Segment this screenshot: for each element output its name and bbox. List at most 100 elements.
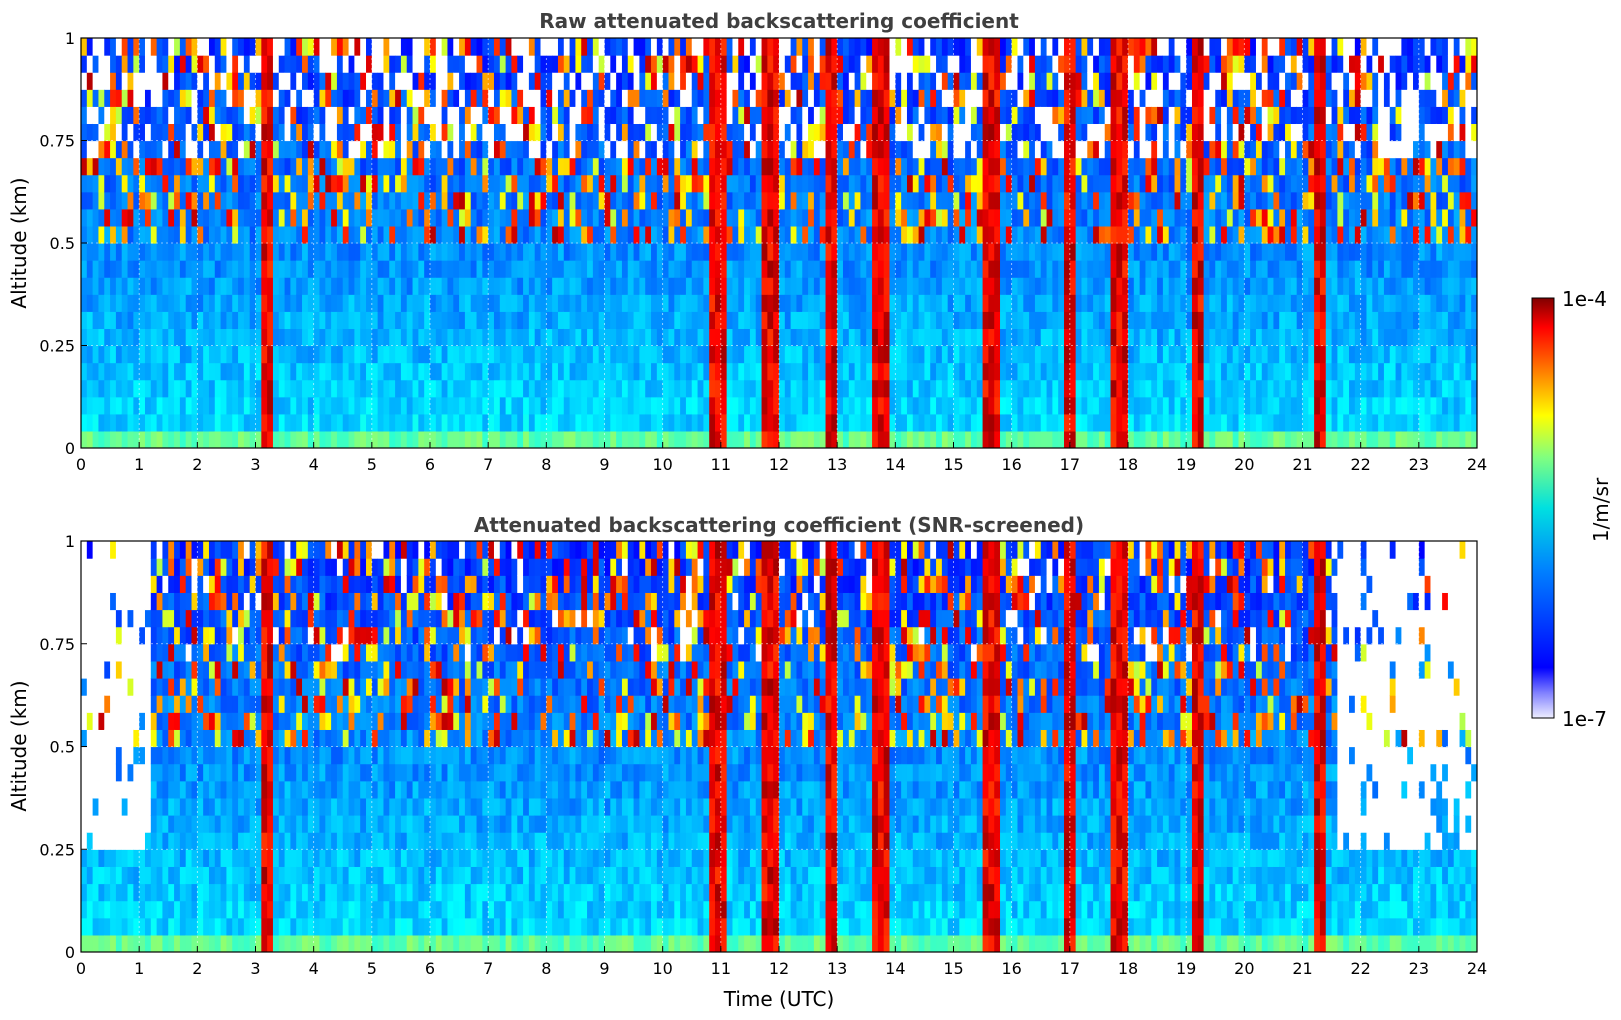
heatmap-cell [1180, 123, 1187, 142]
heatmap-cell [1145, 345, 1152, 364]
heatmap-cell [1058, 208, 1065, 227]
heatmap-cell [1139, 106, 1147, 125]
heatmap-cell [331, 225, 338, 244]
heatmap-cell [1029, 413, 1036, 432]
heatmap-cell [982, 379, 989, 398]
heatmap-cell [325, 225, 332, 244]
heatmap-cell [959, 208, 966, 227]
heatmap-cell [1023, 362, 1030, 381]
heatmap-cell [325, 328, 332, 347]
heatmap-cell [1058, 72, 1065, 90]
heatmap-cell [592, 277, 600, 295]
heatmap-cell [848, 106, 856, 125]
heatmap-cell [1279, 225, 1286, 244]
heatmap-cell [319, 362, 326, 381]
heatmap-cell [459, 225, 466, 244]
heatmap-cell [639, 430, 646, 448]
heatmap-cell [1098, 89, 1106, 107]
heatmap-cell [895, 55, 902, 73]
heatmap-cell [1046, 89, 1053, 107]
heatmap-cell [627, 379, 635, 398]
heatmap-cell [354, 174, 361, 193]
heatmap-cell [1098, 362, 1106, 381]
heatmap-cell [127, 38, 134, 56]
heatmap-cell [796, 38, 803, 56]
heatmap-cell [697, 277, 704, 295]
heatmap-cell [1093, 311, 1100, 330]
heatmap-cell [918, 191, 926, 210]
heatmap-cell [121, 243, 129, 261]
heatmap-cell [534, 362, 542, 381]
heatmap-cell [476, 38, 483, 56]
heatmap-cell [552, 106, 559, 125]
heatmap-cell [360, 208, 367, 227]
heatmap-cell [1273, 38, 1280, 56]
heatmap-cell [383, 277, 390, 295]
heatmap-cell [872, 191, 879, 210]
heatmap-cell [546, 396, 553, 415]
heatmap-cell [732, 430, 739, 448]
heatmap-cell [1168, 328, 1176, 347]
heatmap-cell [633, 208, 640, 227]
heatmap-cell [139, 174, 146, 193]
heatmap-cell [965, 328, 972, 347]
heatmap-cell [1087, 208, 1094, 227]
heatmap-cell [557, 55, 565, 73]
heatmap-cell [1029, 174, 1036, 193]
heatmap-cell [575, 89, 582, 107]
heatmap-cell [302, 38, 309, 56]
heatmap-cell [1110, 106, 1117, 125]
heatmap-cell [104, 89, 111, 107]
heatmap-cell [459, 157, 466, 176]
heatmap-cell [441, 38, 449, 56]
heatmap-cell [92, 328, 100, 347]
heatmap-cell [1034, 430, 1042, 448]
heatmap-cell [418, 396, 425, 415]
heatmap-cell [912, 243, 920, 261]
heatmap-cell [831, 243, 838, 261]
heatmap-cell [133, 191, 140, 210]
heatmap-cell [389, 413, 396, 432]
heatmap-cell [1162, 106, 1170, 125]
heatmap-cell [976, 379, 984, 398]
heatmap-cell [726, 362, 734, 381]
heatmap-cell [150, 328, 158, 347]
heatmap-cell [435, 294, 443, 312]
heatmap-cell [819, 208, 827, 227]
heatmap-cell [424, 277, 431, 295]
heatmap-cell [901, 106, 908, 125]
heatmap-cell [906, 38, 914, 56]
heatmap-cell [976, 38, 984, 56]
heatmap-cell [1011, 396, 1019, 415]
heatmap-cell [203, 311, 210, 330]
heatmap-cell [459, 123, 466, 142]
heatmap-cell [1151, 311, 1158, 330]
heatmap-cell [377, 123, 385, 142]
heatmap-cell [1168, 260, 1176, 278]
heatmap-cell [918, 413, 926, 432]
heatmap-cell [174, 362, 181, 381]
heatmap-cell [883, 191, 891, 210]
heatmap-cell [366, 140, 373, 159]
heatmap-cell [604, 123, 611, 142]
heatmap-cell [1011, 38, 1019, 56]
heatmap-cell [930, 379, 937, 398]
heatmap-cell [406, 174, 414, 193]
heatmap-cell [418, 362, 425, 381]
heatmap-cell [174, 55, 181, 73]
heatmap-cell [1116, 328, 1123, 347]
heatmap-cell [150, 396, 158, 415]
heatmap-cell [232, 157, 239, 176]
heatmap-cell [476, 123, 483, 142]
heatmap-cell [790, 191, 798, 210]
heatmap-cell [290, 191, 297, 210]
heatmap-cell [476, 328, 483, 347]
heatmap-cell [220, 277, 228, 295]
heatmap-cell [400, 208, 408, 227]
heatmap-cell [1034, 294, 1042, 312]
heatmap-cell [1046, 243, 1053, 261]
heatmap-cell [1081, 243, 1088, 261]
heatmap-cell [290, 413, 297, 432]
heatmap-cell [965, 413, 972, 432]
heatmap-cell [866, 413, 873, 432]
